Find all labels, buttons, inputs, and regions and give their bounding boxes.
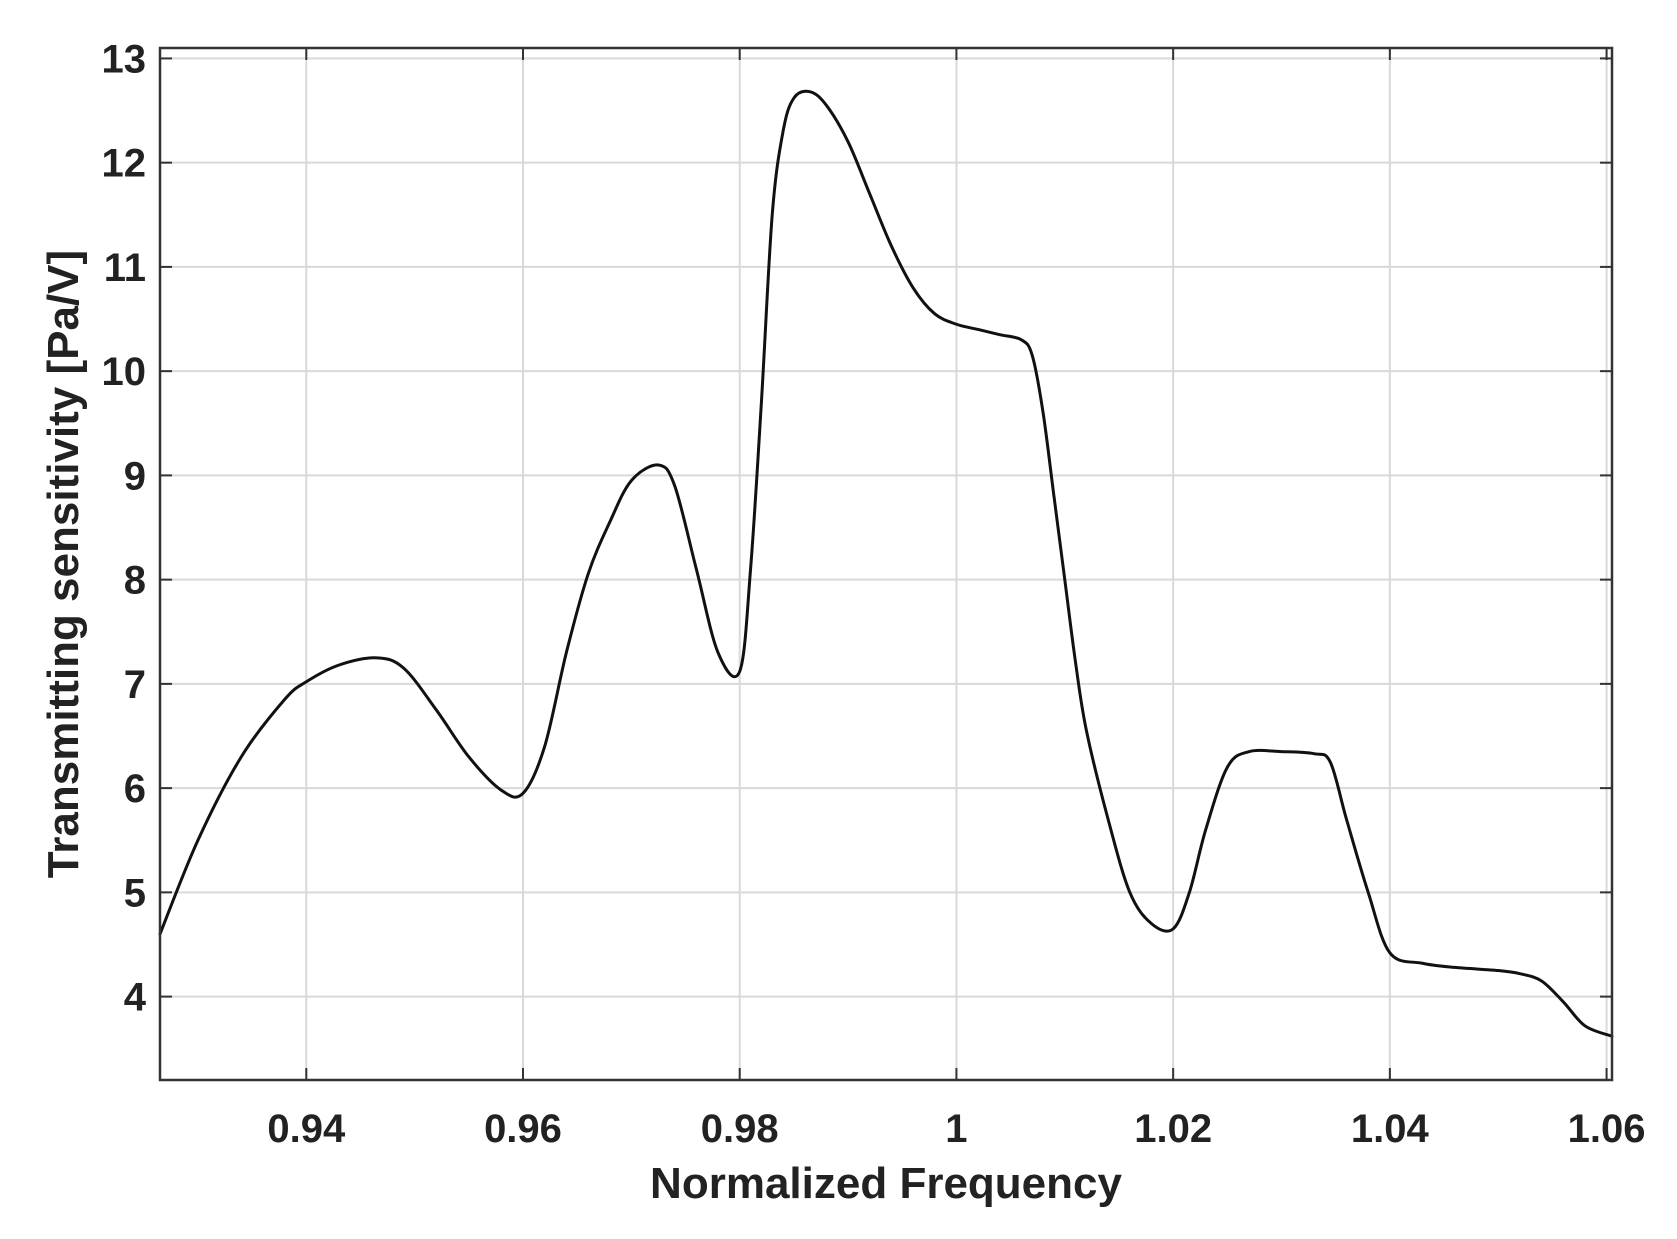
y-tick-label: 11 (104, 246, 146, 290)
x-axis-title: Normalized Frequency (650, 1159, 1122, 1208)
ticks-layer (160, 48, 1612, 1080)
x-tick-label: 0.94 (267, 1107, 346, 1151)
x-tick-label: 1 (945, 1107, 967, 1151)
y-tick-label: 5 (124, 871, 146, 915)
y-tick-label: 8 (124, 559, 146, 603)
y-tick-label: 4 (124, 976, 147, 1020)
y-tick-label: 13 (102, 37, 147, 81)
x-tick-label: 0.96 (484, 1107, 562, 1151)
series-layer (158, 89, 1614, 1038)
y-axis-title: Transmitting sensitivity [Pa/V] (39, 250, 88, 878)
y-tick-label: 10 (102, 350, 147, 394)
tick-labels-layer: 0.94 0.96 0.98 1 1.02 1.04 1.06 4 5 6 7 8 9 10 11 12 13 (102, 37, 1646, 1151)
x-tick-label: 1.06 (1568, 1107, 1646, 1151)
x-tick-label: 1.04 (1351, 1107, 1430, 1151)
plot-area-frame (158, 46, 1614, 1082)
y-tick-label: 6 (124, 767, 146, 811)
grid-layer (160, 48, 1612, 1080)
y-tick-label: 7 (124, 663, 146, 707)
series-line-0 (158, 89, 1614, 1038)
y-tick-label: 12 (102, 142, 147, 186)
x-tick-label: 0.98 (701, 1107, 779, 1151)
x-tick-label: 1.02 (1134, 1107, 1212, 1151)
y-tick-label: 9 (124, 454, 146, 498)
